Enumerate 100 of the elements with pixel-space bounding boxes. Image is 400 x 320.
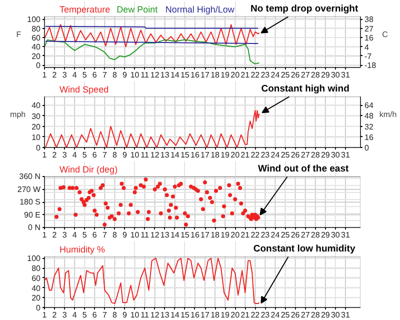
line-series xyxy=(44,24,260,48)
y-axis-title: mph xyxy=(10,110,26,119)
x-tick-label: 4 xyxy=(72,150,78,160)
y-tick-label: 180 S xyxy=(20,198,40,207)
y-tick-label: 0 xyxy=(36,304,42,312)
x-tick-label: 27 xyxy=(300,150,310,160)
x-tick-label: 17 xyxy=(200,230,210,240)
y-tick-label: 40 xyxy=(32,284,42,293)
x-tick-label: 5 xyxy=(82,310,88,320)
x-tick-label: 2 xyxy=(52,70,58,80)
x-tick-label: 22 xyxy=(250,150,260,160)
x-tick-label: 23 xyxy=(260,150,270,160)
y2-tick-label: 0 xyxy=(364,144,370,152)
x-tick-label: 20 xyxy=(230,230,240,240)
x-tick-label: 22 xyxy=(250,310,260,320)
y-tick-label: 0 xyxy=(36,61,42,70)
y2-tick-label: 48 xyxy=(364,112,374,121)
x-tick-label: 29 xyxy=(320,230,330,240)
x-tick-label: 9 xyxy=(122,70,128,80)
y-tick-label: 60 xyxy=(32,274,42,283)
x-tick-label: 29 xyxy=(320,310,330,320)
x-tick-label: 19 xyxy=(220,310,230,320)
x-tick-label: 18 xyxy=(210,310,220,320)
text: Wind Speed xyxy=(60,84,109,95)
x-tick-label: 25 xyxy=(280,70,290,80)
y2-tick-label: 27 xyxy=(364,24,374,34)
x-tick-label: 11 xyxy=(140,70,150,80)
y-tick-label: 60 xyxy=(32,34,42,42)
x-tick-label: 16 xyxy=(190,150,200,160)
x-tick-label: 18 xyxy=(210,230,220,240)
x-tick-label: 15 xyxy=(180,150,190,160)
series-label: Wind Dir (deg) xyxy=(60,164,118,175)
line-series xyxy=(44,39,260,64)
x-tick-label: 24 xyxy=(270,310,280,320)
x-tick-label: 8 xyxy=(112,70,118,80)
x-tick-label: 12 xyxy=(150,70,160,80)
annotation: Constant high wind xyxy=(261,84,350,95)
annotation: No temp drop overnight xyxy=(250,4,359,15)
y-tick-label: 90 E xyxy=(24,210,41,220)
x-tick-label: 14 xyxy=(170,310,180,320)
x-tick-label: 6 xyxy=(92,150,98,160)
y-tick-label: 10 xyxy=(32,132,42,142)
x-tick-label: 5 xyxy=(82,150,88,160)
x-tick-label: 26 xyxy=(290,310,300,320)
x-tick-label: 10 xyxy=(130,310,140,320)
x-tick-label: 23 xyxy=(260,310,270,320)
text: Dew Point xyxy=(116,4,158,15)
x-tick-label: 27 xyxy=(300,310,310,320)
x-tick-label: 30 xyxy=(330,310,340,320)
x-tick-label: 30 xyxy=(330,150,340,160)
x-tick-label: 21 xyxy=(240,150,250,160)
x-tick-label: 9 xyxy=(122,310,128,320)
x-tick-label: 8 xyxy=(112,150,118,160)
x-tick-label: 20 xyxy=(230,70,240,80)
x-tick-label: 9 xyxy=(122,230,128,240)
x-tick-label: 3 xyxy=(62,150,68,160)
y-tick-label: 270 W xyxy=(17,184,41,194)
y-tick-label: 20 xyxy=(32,52,42,61)
y-tick-label: 40 xyxy=(32,42,42,52)
y2-axis-title: C xyxy=(382,30,388,39)
x-tick-label: 2 xyxy=(52,150,58,160)
x-tick-label: 13 xyxy=(160,310,170,320)
x-tick-label: 12 xyxy=(150,150,160,160)
y-tick-label: 20 xyxy=(32,122,42,132)
x-tick-label: 26 xyxy=(290,230,300,240)
y-tick-label: 40 xyxy=(32,101,42,110)
x-tick-label: 5 xyxy=(82,70,88,80)
x-tick-label: 19 xyxy=(220,70,230,80)
y2-axis-title: km/h xyxy=(379,110,397,119)
x-tick-label: 8 xyxy=(112,230,118,240)
x-tick-label: 14 xyxy=(170,70,180,80)
x-tick-label: 20 xyxy=(230,150,240,160)
x-tick-label: 24 xyxy=(270,150,280,160)
x-tick-label: 15 xyxy=(180,70,190,80)
x-tick-label: 9 xyxy=(122,150,128,160)
series-label: Temperature xyxy=(60,4,110,15)
x-tick-label: 18 xyxy=(210,70,220,80)
x-tick-label: 1 xyxy=(42,230,48,240)
y-tick-label: 30 xyxy=(32,112,42,121)
x-tick-label: 4 xyxy=(72,230,78,240)
x-tick-label: 10 xyxy=(130,150,140,160)
x-tick-label: 12 xyxy=(150,310,160,320)
x-tick-label: 31 xyxy=(341,70,350,80)
x-tick-label: 1 xyxy=(42,310,48,320)
y-axis-title: F xyxy=(16,30,22,39)
annotation: Constant low humidity xyxy=(253,244,356,255)
x-tick-label: 6 xyxy=(92,230,98,240)
y-tick-label: 100 xyxy=(27,254,42,264)
x-tick-label: 19 xyxy=(220,230,230,240)
y-tick-label: 360 N xyxy=(19,172,41,182)
x-tick-label: 2 xyxy=(52,230,58,240)
x-tick-label: 6 xyxy=(92,310,98,320)
x-tick-label: 3 xyxy=(62,70,68,80)
x-tick-label: 3 xyxy=(62,230,68,240)
x-tick-label: 11 xyxy=(140,310,150,320)
x-tick-label: 17 xyxy=(200,70,210,80)
x-tick-label: 3 xyxy=(62,310,68,320)
x-tick-label: 1 xyxy=(42,150,48,160)
line-series xyxy=(45,110,260,148)
x-tick-label: 21 xyxy=(240,230,250,240)
